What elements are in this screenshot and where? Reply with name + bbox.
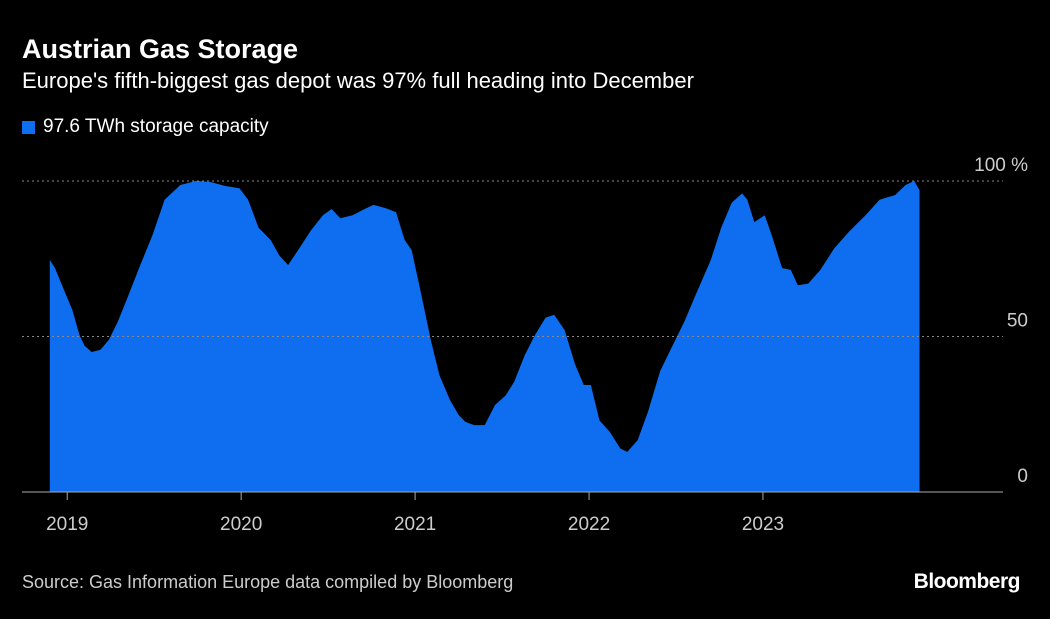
x-tick-label: 2019: [46, 514, 88, 535]
y-tick-label: 0: [1017, 466, 1028, 487]
source-note: Source: Gas Information Europe data comp…: [22, 572, 514, 592]
x-tick-label: 2021: [394, 514, 436, 535]
x-tick-label: 2020: [220, 514, 262, 535]
bloomberg-logo: Bloomberg: [913, 570, 1021, 593]
storage-area: [49, 181, 920, 492]
legend-label: 97.6 TWh storage capacity: [43, 116, 269, 137]
y-tick-label: 100 %: [974, 155, 1028, 176]
legend-swatch: [22, 120, 35, 134]
chart-title: Austrian Gas Storage: [22, 34, 299, 64]
x-tick-label: 2023: [742, 514, 784, 535]
chart-subtitle: Europe's fifth-biggest gas depot was 97%…: [22, 68, 694, 93]
y-tick-label: 50: [1007, 311, 1028, 332]
legend: 97.6 TWh storage capacity: [22, 116, 269, 138]
x-tick-label: 2022: [568, 514, 610, 535]
